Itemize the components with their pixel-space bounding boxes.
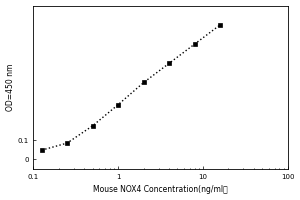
Y-axis label: OD=450 nm: OD=450 nm xyxy=(6,64,15,111)
X-axis label: Mouse NOX4 Concentration(ng/ml）: Mouse NOX4 Concentration(ng/ml） xyxy=(93,185,228,194)
